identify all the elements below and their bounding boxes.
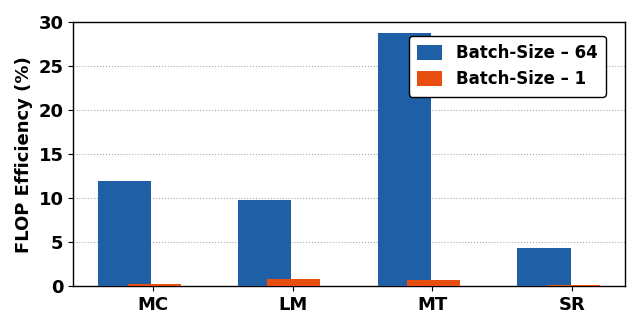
Bar (547, 285, 600, 286)
Bar (518, 248, 571, 286)
Bar (268, 279, 321, 286)
Bar (378, 33, 431, 286)
Bar (407, 280, 460, 286)
Y-axis label: FLOP Efficiency (%): FLOP Efficiency (%) (15, 56, 33, 253)
Legend: Batch-Size – 64, Batch-Size – 1: Batch-Size – 64, Batch-Size – 1 (409, 36, 605, 97)
Bar (99, 181, 152, 286)
Bar (238, 200, 291, 286)
Bar (128, 284, 180, 286)
